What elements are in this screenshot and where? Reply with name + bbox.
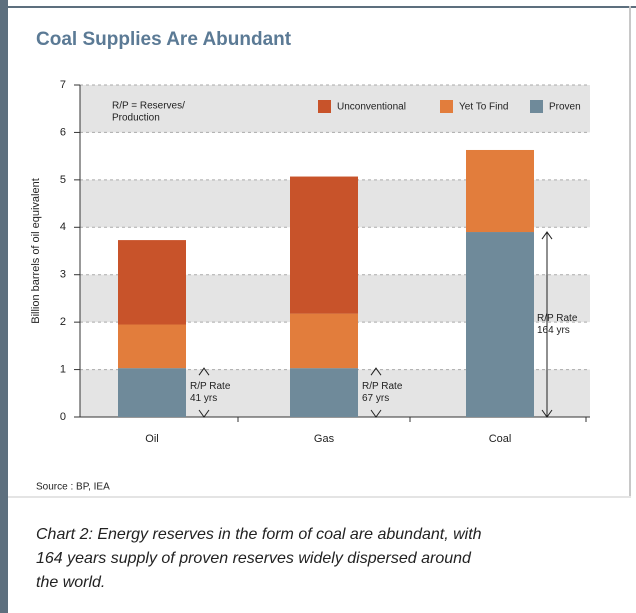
y-tick-label: 0 — [60, 411, 66, 423]
annotation: 67 yrs — [362, 393, 389, 404]
arrow-head — [370, 367, 382, 418]
y-tick-label: 7 — [60, 79, 66, 91]
band — [80, 85, 590, 133]
legend-swatch — [318, 100, 331, 113]
caption: 164 years supply of proven reserves wide… — [36, 550, 472, 567]
y-tick-label: 2 — [60, 316, 66, 328]
y-tick-label: 3 — [60, 269, 66, 281]
x-tick-label: Oil — [145, 433, 158, 445]
legend-swatch — [530, 100, 543, 113]
legend-label: Proven — [549, 102, 581, 113]
source: Source : BP, IEA — [36, 482, 110, 493]
annotation: 41 yrs — [190, 393, 217, 404]
caption: Chart 2: Energy reserves in the form of … — [36, 526, 482, 543]
legend-swatch — [440, 100, 453, 113]
bar-segment — [118, 240, 186, 325]
bar-segment — [290, 176, 358, 314]
right-border — [629, 6, 631, 496]
bar-segment — [118, 368, 186, 417]
annotation: 164 yrs — [537, 325, 570, 336]
chart-title: Coal Supplies Are Abundant — [36, 29, 292, 50]
arrow-head — [541, 231, 553, 418]
x-tick-label: Coal — [489, 433, 512, 445]
legend-label: Yet To Find — [459, 102, 508, 113]
legend-label: Unconventional — [337, 102, 406, 113]
annotation: R/P Rate — [537, 313, 578, 324]
y-tick-label: 4 — [60, 221, 66, 233]
arrow-head — [198, 367, 210, 418]
bar-segment — [466, 149, 534, 233]
annotation: R/P Rate — [190, 381, 231, 392]
y-tick-label: 1 — [60, 363, 66, 375]
bar-segment — [466, 232, 534, 417]
note: Production — [112, 113, 160, 124]
annotation: R/P Rate — [362, 381, 403, 392]
y-axis-label: Billion barrels of oil equivalent — [30, 178, 42, 324]
caption: the world. — [36, 574, 105, 591]
y-tick-label: 6 — [60, 126, 66, 138]
note: R/P = Reserves/ — [112, 101, 185, 112]
bar-segment — [290, 313, 358, 369]
y-tick-label: 5 — [60, 174, 66, 186]
left-border — [0, 0, 8, 613]
bar-segment — [118, 324, 186, 369]
bar-segment — [290, 368, 358, 417]
x-tick-label: Gas — [314, 433, 335, 445]
top-border — [8, 6, 636, 8]
